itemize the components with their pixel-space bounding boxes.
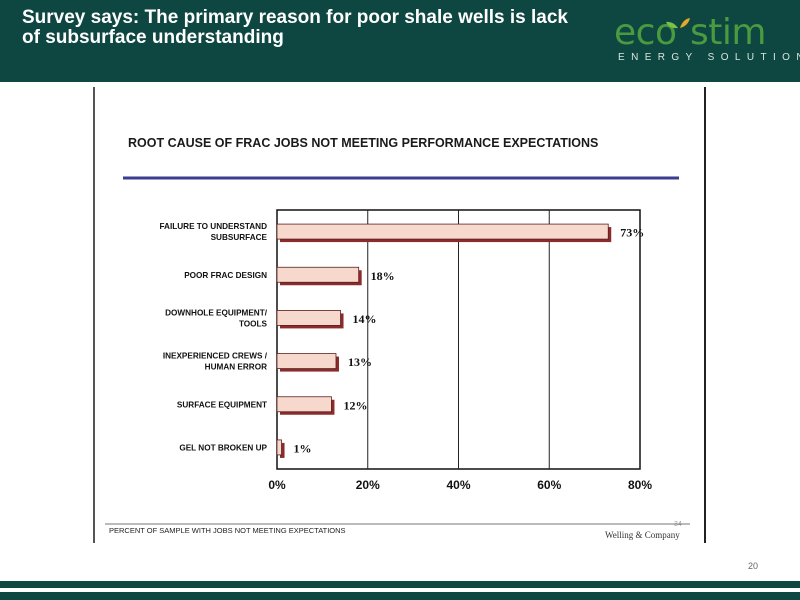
svg-text:stim: stim — [690, 12, 766, 52]
bar — [276, 223, 609, 240]
bars-layer — [276, 223, 612, 458]
logo-wordmark-art: eco stim — [614, 12, 766, 53]
bar-value-label: 1% — [294, 441, 312, 455]
logo-tagline: ENERGY SOLUTIONS — [618, 52, 800, 63]
x-tick-label: 40% — [446, 478, 470, 492]
bar-shadow — [280, 442, 285, 458]
category-label: INEXPERIENCED CREWS / — [163, 352, 268, 361]
footer-band — [0, 592, 800, 600]
leaf-icon — [666, 21, 678, 29]
x-tick-label: 0% — [268, 478, 286, 492]
category-label: FAILURE TO UNDERSTAND — [160, 222, 268, 231]
bar-value-label: 12% — [343, 398, 367, 412]
bar-value-label: 13% — [348, 355, 372, 369]
category-label: GEL NOT BROKEN UP — [179, 443, 267, 452]
category-label: SUBSURFACE — [211, 233, 268, 242]
slide-title: Survey says: The primary reason for poor… — [22, 7, 568, 48]
category-label: POOR FRAC DESIGN — [184, 271, 267, 280]
chart-frame: ROOT CAUSE OF FRAC JOBS NOT MEETING PERF… — [93, 87, 706, 543]
bar — [276, 353, 337, 369]
x-tick-label: 80% — [628, 478, 652, 492]
category-label: HUMAN ERROR — [205, 363, 267, 372]
bar — [276, 310, 341, 326]
bar-value-label: 73% — [620, 226, 644, 240]
bar — [276, 266, 360, 283]
header-bar: Survey says: The primary reason for poor… — [0, 0, 800, 82]
bar — [276, 439, 282, 456]
category-label: TOOLS — [239, 319, 268, 328]
category-label: DOWNHOLE EQUIPMENT/ — [165, 308, 268, 317]
x-tick-label: 20% — [356, 478, 380, 492]
svg-text:eco: eco — [614, 12, 676, 52]
chart-footnote: PERCENT OF SAMPLE WITH JOBS NOT MEETING … — [109, 526, 346, 535]
chart-title: ROOT CAUSE OF FRAC JOBS NOT MEETING PERF… — [128, 136, 598, 150]
bar-value-label: 18% — [371, 269, 395, 283]
leaf-icon — [680, 18, 690, 28]
category-label: SURFACE EQUIPMENT — [177, 400, 267, 409]
bar-value-label: 14% — [353, 312, 377, 326]
chart-slide-ref: 34 — [674, 521, 682, 528]
page-number: 20 — [748, 561, 759, 571]
ecostim-logo: eco stim ENERGY SOLUTIONS — [612, 8, 800, 72]
labels-layer: 0% 20% 40% 60% 80% 73% FAILURE TO UNDERSTAND SU… — [160, 222, 653, 492]
bar-chart: ROOT CAUSE OF FRAC JOBS NOT MEETING PERF… — [105, 136, 690, 540]
footer-band — [0, 581, 800, 588]
bar — [276, 396, 332, 413]
grid-layer — [276, 209, 641, 470]
logo-wordmark: eco stim — [612, 8, 792, 61]
chart-source: Welling & Company — [605, 530, 680, 540]
x-tick-label: 60% — [537, 478, 561, 492]
